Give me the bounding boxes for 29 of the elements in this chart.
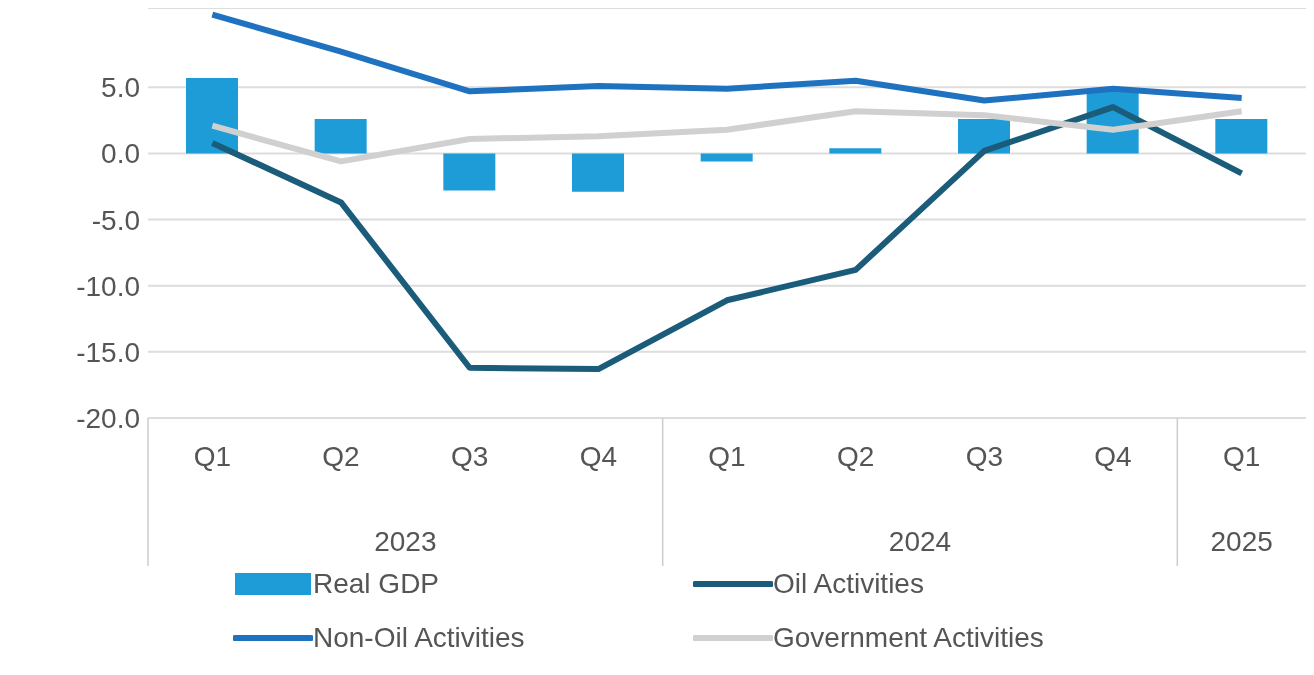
bar xyxy=(1215,119,1268,154)
x-tick-label: Q4 xyxy=(1094,441,1132,472)
y-tick-label: -15.0 xyxy=(76,336,140,368)
x-tick-label: Q4 xyxy=(579,441,618,472)
y-tick-label: 5.0 xyxy=(101,72,140,104)
bar xyxy=(700,153,753,162)
y-tick-label: -5.0 xyxy=(91,204,140,236)
x-tick-label: Q2 xyxy=(836,441,875,472)
y-tick-label: 0.0 xyxy=(101,138,140,170)
bar xyxy=(314,119,367,154)
x-tick-label: Q1 xyxy=(1222,441,1261,472)
text: 2024 xyxy=(888,526,952,557)
bar xyxy=(443,153,496,191)
text: 2025 xyxy=(1210,526,1273,557)
bar xyxy=(829,148,882,154)
x-tick-label: Q1 xyxy=(708,441,746,472)
x-tick-label: Q3 xyxy=(965,441,1004,472)
legend-label: Non-Oil Activities xyxy=(313,622,525,654)
text: 2023 xyxy=(374,526,437,557)
legend-label: Government Activities xyxy=(773,622,1044,654)
legend-label: Oil Activities xyxy=(773,568,924,600)
x-tick-label: Q1 xyxy=(193,441,232,472)
y-tick-label: -10.0 xyxy=(76,270,140,302)
bar xyxy=(186,78,238,154)
x-tick-label: Q2 xyxy=(322,441,360,472)
bar xyxy=(572,153,624,192)
legend-label: Real GDP xyxy=(313,568,440,600)
x-tick-label: Q3 xyxy=(450,441,489,472)
y-tick-label: -20.0 xyxy=(76,402,140,434)
